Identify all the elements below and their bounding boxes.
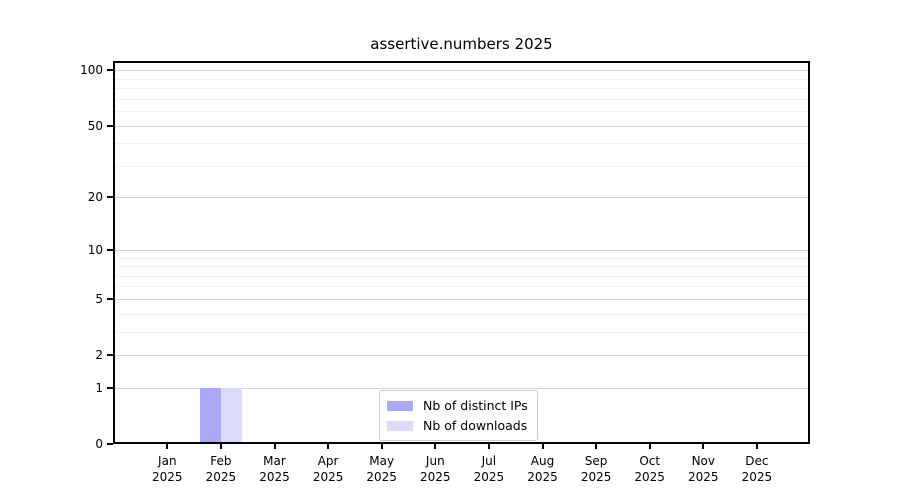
x-tick-year: 2025 xyxy=(205,470,237,484)
minor-gridline xyxy=(113,88,810,89)
legend: Nb of distinct IPs Nb of downloads xyxy=(379,390,538,441)
plot-area: 0 1 2 5 10 20 50 100 Jan 2025 Feb 2025 Mar 2025 Apr 202… xyxy=(80,61,810,484)
y-tick-label: 100 xyxy=(80,63,103,78)
x-tick-month: Jan xyxy=(158,454,177,468)
x-tick-mark xyxy=(755,444,758,449)
x-tick-label: Apr 2025 xyxy=(296,453,360,485)
x-tick-year: 2025 xyxy=(527,470,558,484)
major-gridline xyxy=(113,355,810,356)
y-tick-label: 10 xyxy=(87,242,103,257)
legend-label-distinct-ips: Nb of distinct IPs xyxy=(423,397,528,413)
x-tick-month: Dec xyxy=(745,454,769,468)
x-tick-month: Sep xyxy=(584,454,608,468)
y-tick-label: 1 xyxy=(95,380,103,395)
x-tick-mark xyxy=(541,444,544,449)
legend-label-downloads: Nb of downloads xyxy=(423,417,528,433)
x-tick-month: Feb xyxy=(210,454,232,468)
major-gridline xyxy=(113,298,810,300)
x-tick-month: Aug xyxy=(530,454,555,468)
x-tick-year: 2025 xyxy=(259,470,290,484)
x-tick-month: Jun xyxy=(425,454,445,468)
x-tick-year: 2025 xyxy=(473,470,505,484)
minor-gridline xyxy=(113,98,810,100)
minor-gridline xyxy=(113,266,810,267)
x-tick-mark xyxy=(166,444,169,449)
x-tick-month: Jul xyxy=(481,454,497,468)
x-tick-label: Jul 2025 xyxy=(457,453,521,485)
major-gridline xyxy=(113,249,810,251)
legend-swatch-downloads xyxy=(387,420,413,431)
chart-title: assertive.numbers 2025 xyxy=(370,35,553,53)
x-tick-mark xyxy=(327,444,330,449)
y-tick-mark xyxy=(107,69,113,72)
x-tick-year: 2025 xyxy=(312,470,344,484)
minor-gridline xyxy=(113,313,810,315)
x-tick-mark xyxy=(648,444,651,449)
minor-gridline xyxy=(113,143,810,145)
x-tick-year: 2025 xyxy=(152,470,183,484)
x-tick-label: Nov 2025 xyxy=(671,453,735,485)
x-tick-label: Oct 2025 xyxy=(618,453,682,485)
x-tick-label: May 2025 xyxy=(350,453,414,485)
y-tick-mark xyxy=(107,124,113,127)
y-tick-mark xyxy=(107,386,113,389)
minor-gridline xyxy=(113,331,810,333)
legend-swatch-distinct-ips xyxy=(387,400,413,411)
legend-row: Nb of distinct IPs xyxy=(387,396,528,415)
x-tick-year: 2025 xyxy=(580,470,612,484)
y-tick-mark xyxy=(107,196,113,199)
legend-row: Nb of downloads xyxy=(387,416,528,435)
minor-gridline xyxy=(113,165,810,167)
x-tick-mark xyxy=(273,444,276,449)
x-tick-month: May xyxy=(369,454,395,468)
x-tick-year: 2025 xyxy=(366,470,397,484)
major-gridline xyxy=(113,197,810,199)
x-tick-label: Mar 2025 xyxy=(243,453,307,485)
x-tick-mark xyxy=(380,444,383,449)
x-tick-label: Sep 2025 xyxy=(564,453,628,485)
minor-gridline xyxy=(113,286,810,288)
y-tick-label: 5 xyxy=(95,291,103,306)
minor-gridline xyxy=(113,275,810,277)
major-gridline xyxy=(113,125,810,127)
y-tick-label: 0 xyxy=(95,437,103,451)
bar-nb-of-distinct-ips-feb xyxy=(199,387,221,444)
major-gridline xyxy=(113,387,810,389)
y-tick-label: 2 xyxy=(95,348,103,362)
y-tick-mark xyxy=(107,354,113,356)
x-tick-mark xyxy=(702,444,705,449)
y-tick-mark xyxy=(107,248,113,251)
x-tick-year: 2025 xyxy=(420,470,451,484)
x-tick-month: Mar xyxy=(263,454,286,468)
x-tick-mark xyxy=(595,444,598,449)
minor-gridline xyxy=(113,257,810,259)
y-tick-label: 20 xyxy=(87,190,103,205)
x-tick-year: 2025 xyxy=(688,470,719,484)
x-tick-year: 2025 xyxy=(741,470,773,484)
bar-nb-of-downloads-feb xyxy=(220,387,242,444)
x-tick-mark xyxy=(487,444,490,449)
x-tick-year: 2025 xyxy=(634,470,665,484)
major-gridline xyxy=(113,70,810,72)
x-tick-mark xyxy=(434,444,437,449)
y-tick-mark xyxy=(107,297,113,300)
y-tick-label: 50 xyxy=(87,118,103,133)
x-tick-label: Dec 2025 xyxy=(725,453,789,485)
x-tick-month: Oct xyxy=(639,454,661,468)
y-tick-mark xyxy=(107,443,113,445)
x-tick-month: Apr xyxy=(317,454,339,468)
x-tick-label: Jan 2025 xyxy=(135,453,199,485)
x-tick-label: Aug 2025 xyxy=(511,453,575,485)
x-tick-mark xyxy=(219,444,222,449)
x-tick-month: Nov xyxy=(691,454,715,468)
minor-gridline xyxy=(113,110,810,112)
x-tick-label: Feb 2025 xyxy=(189,453,253,485)
minor-gridline xyxy=(113,78,810,80)
x-tick-label: Jun 2025 xyxy=(403,453,467,485)
